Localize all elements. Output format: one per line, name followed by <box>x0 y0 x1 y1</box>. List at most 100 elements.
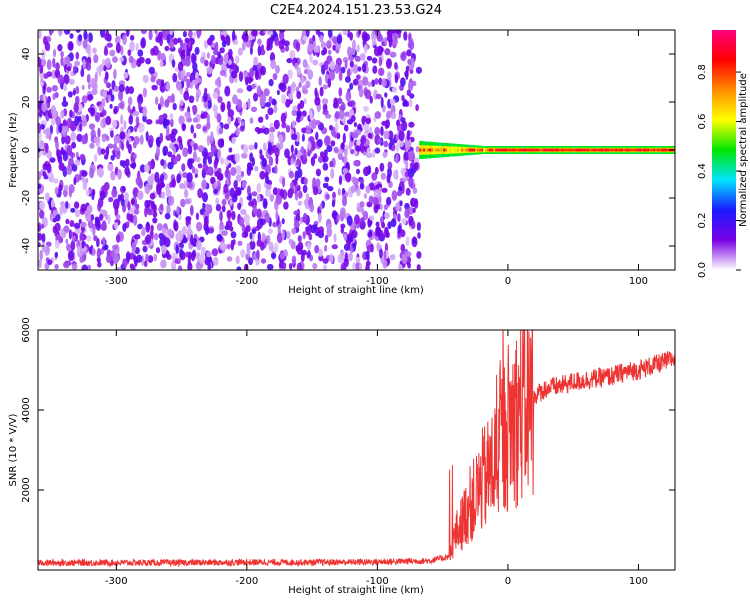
heatmap-noise-blob <box>404 140 411 151</box>
heatmap-noise-blob <box>253 56 259 67</box>
heatmap-noise-blob <box>374 147 381 154</box>
heatmap-noise-blob <box>349 32 354 41</box>
heatmap-noise-blob <box>292 81 296 92</box>
heatmap-noise-blob <box>197 188 204 199</box>
heatmap-noise-blob <box>202 126 208 132</box>
heatmap-noise-blob <box>271 252 277 259</box>
heatmap-noise-blob <box>359 183 365 190</box>
heatmap-noise-blob <box>249 240 256 251</box>
heatmap-noise-blob <box>324 244 328 252</box>
heatmap-noise-blob <box>272 73 278 81</box>
heatmap-noise-blob <box>344 252 348 263</box>
heatmap-noise-blob <box>216 113 222 123</box>
heatmap-noise-blob <box>282 73 289 85</box>
heatmap-noise-blob <box>289 262 293 270</box>
heatmap-noise-blob <box>279 30 286 33</box>
heatmap-noise-blob <box>75 51 80 60</box>
heatmap-noise-blob <box>192 249 197 259</box>
heatmap-noise-blob <box>281 94 287 104</box>
heatmap-noise-blob <box>54 240 60 249</box>
heatmap-noise-blob <box>219 69 226 76</box>
heatmap-signal-core <box>605 148 608 152</box>
heatmap-noise-blob <box>138 179 143 189</box>
heatmap-noise-blob <box>390 104 396 115</box>
heatmap-noise-blob <box>177 37 182 44</box>
heatmap-noise-blob <box>127 49 132 56</box>
heatmap-noise-blob <box>263 88 270 97</box>
heatmap-noise-blob <box>407 168 415 178</box>
heatmap-noise-blob <box>340 143 345 150</box>
heatmap-noise-blob <box>38 30 42 39</box>
heatmap-noise-blob <box>395 134 399 141</box>
heatmap-noise-blob <box>57 30 63 37</box>
heatmap-noise-blob <box>285 124 291 133</box>
heatmap-noise-blob <box>144 199 150 209</box>
heatmap-noise-blob <box>57 74 64 85</box>
heatmap-noise-blob <box>159 60 164 68</box>
heatmap-noise-blob <box>294 147 298 155</box>
heatmap-noise-blob <box>52 57 56 68</box>
heatmap-noise-blob <box>64 30 71 35</box>
heatmap-noise-blob <box>254 142 258 150</box>
heatmap-noise-blob <box>52 225 57 234</box>
heatmap-signal-core <box>551 148 554 152</box>
heatmap-noise-blob <box>115 234 121 243</box>
heatmap-noise-blob <box>117 169 122 180</box>
heatmap-noise-blob <box>379 162 385 172</box>
heatmap-noise-blob <box>71 263 78 270</box>
heatmap-noise-blob <box>337 153 343 160</box>
heatmap-noise-blob <box>383 204 389 211</box>
heatmap-noise-blob <box>312 186 319 196</box>
heatmap-noise-blob <box>161 244 167 255</box>
heatmap-signal-core <box>597 148 600 152</box>
heatmap-noise-blob <box>365 185 371 194</box>
heatmap-signal-core <box>509 148 512 152</box>
heatmap-noise-blob <box>387 221 392 230</box>
heatmap-noise-blob <box>309 54 313 63</box>
heatmap-noise-blob <box>363 193 367 200</box>
heatmap-noise-blob <box>317 212 322 223</box>
heatmap-noise-blob <box>186 71 191 78</box>
heatmap-noise-blob <box>341 187 346 195</box>
heatmap-noise-blob <box>415 104 419 112</box>
heatmap-noise-blob <box>249 232 253 240</box>
heatmap-noise-blob <box>383 130 390 140</box>
colorbar-gradient <box>712 30 736 270</box>
heatmap-noise-blob <box>401 217 407 225</box>
heatmap-noise-blob <box>377 45 383 56</box>
heatmap-noise-blob <box>139 134 144 145</box>
heatmap-signal-core <box>647 148 650 152</box>
heatmap-noise-blob <box>207 100 212 109</box>
heatmap-noise-blob <box>227 243 231 250</box>
heatmap-noise-blob <box>232 39 239 46</box>
heatmap-noise-blob <box>412 187 418 194</box>
heatmap-noise-blob <box>210 144 217 154</box>
heatmap-noise-blob <box>170 93 175 104</box>
heatmap-noise-blob <box>89 142 95 149</box>
heatmap-noise-blob <box>367 132 373 139</box>
heatmap-noise-blob <box>319 203 323 211</box>
heatmap-noise-blob <box>403 151 410 161</box>
heatmap-noise-blob <box>145 119 153 125</box>
heatmap-noise-blob <box>245 225 251 233</box>
heatmap-noise-blob <box>374 126 381 136</box>
heatmap-noise-blob <box>142 87 148 98</box>
heatmap-noise-blob <box>165 250 170 259</box>
heatmap-noise-blob <box>413 162 419 170</box>
heatmap-noise-blob <box>129 34 135 41</box>
heatmap-noise-blob <box>240 121 245 127</box>
heatmap-noise-blob <box>77 34 83 42</box>
heatmap-noise-blob <box>278 82 284 90</box>
heatmap-noise-blob <box>58 184 63 191</box>
heatmap-noise-blob <box>38 183 42 189</box>
heatmap-noise-blob <box>240 208 247 216</box>
heatmap-noise-blob <box>118 90 124 101</box>
heatmap-noise-blob <box>237 47 243 56</box>
heatmap-noise-blob <box>216 233 223 241</box>
heatmap-signal-core <box>423 148 426 152</box>
heatmap-signal-core <box>585 148 588 152</box>
heatmap-noise-blob <box>87 264 92 270</box>
heatmap-noise-blob <box>322 258 329 264</box>
heatmap-noise-blob <box>213 182 217 189</box>
